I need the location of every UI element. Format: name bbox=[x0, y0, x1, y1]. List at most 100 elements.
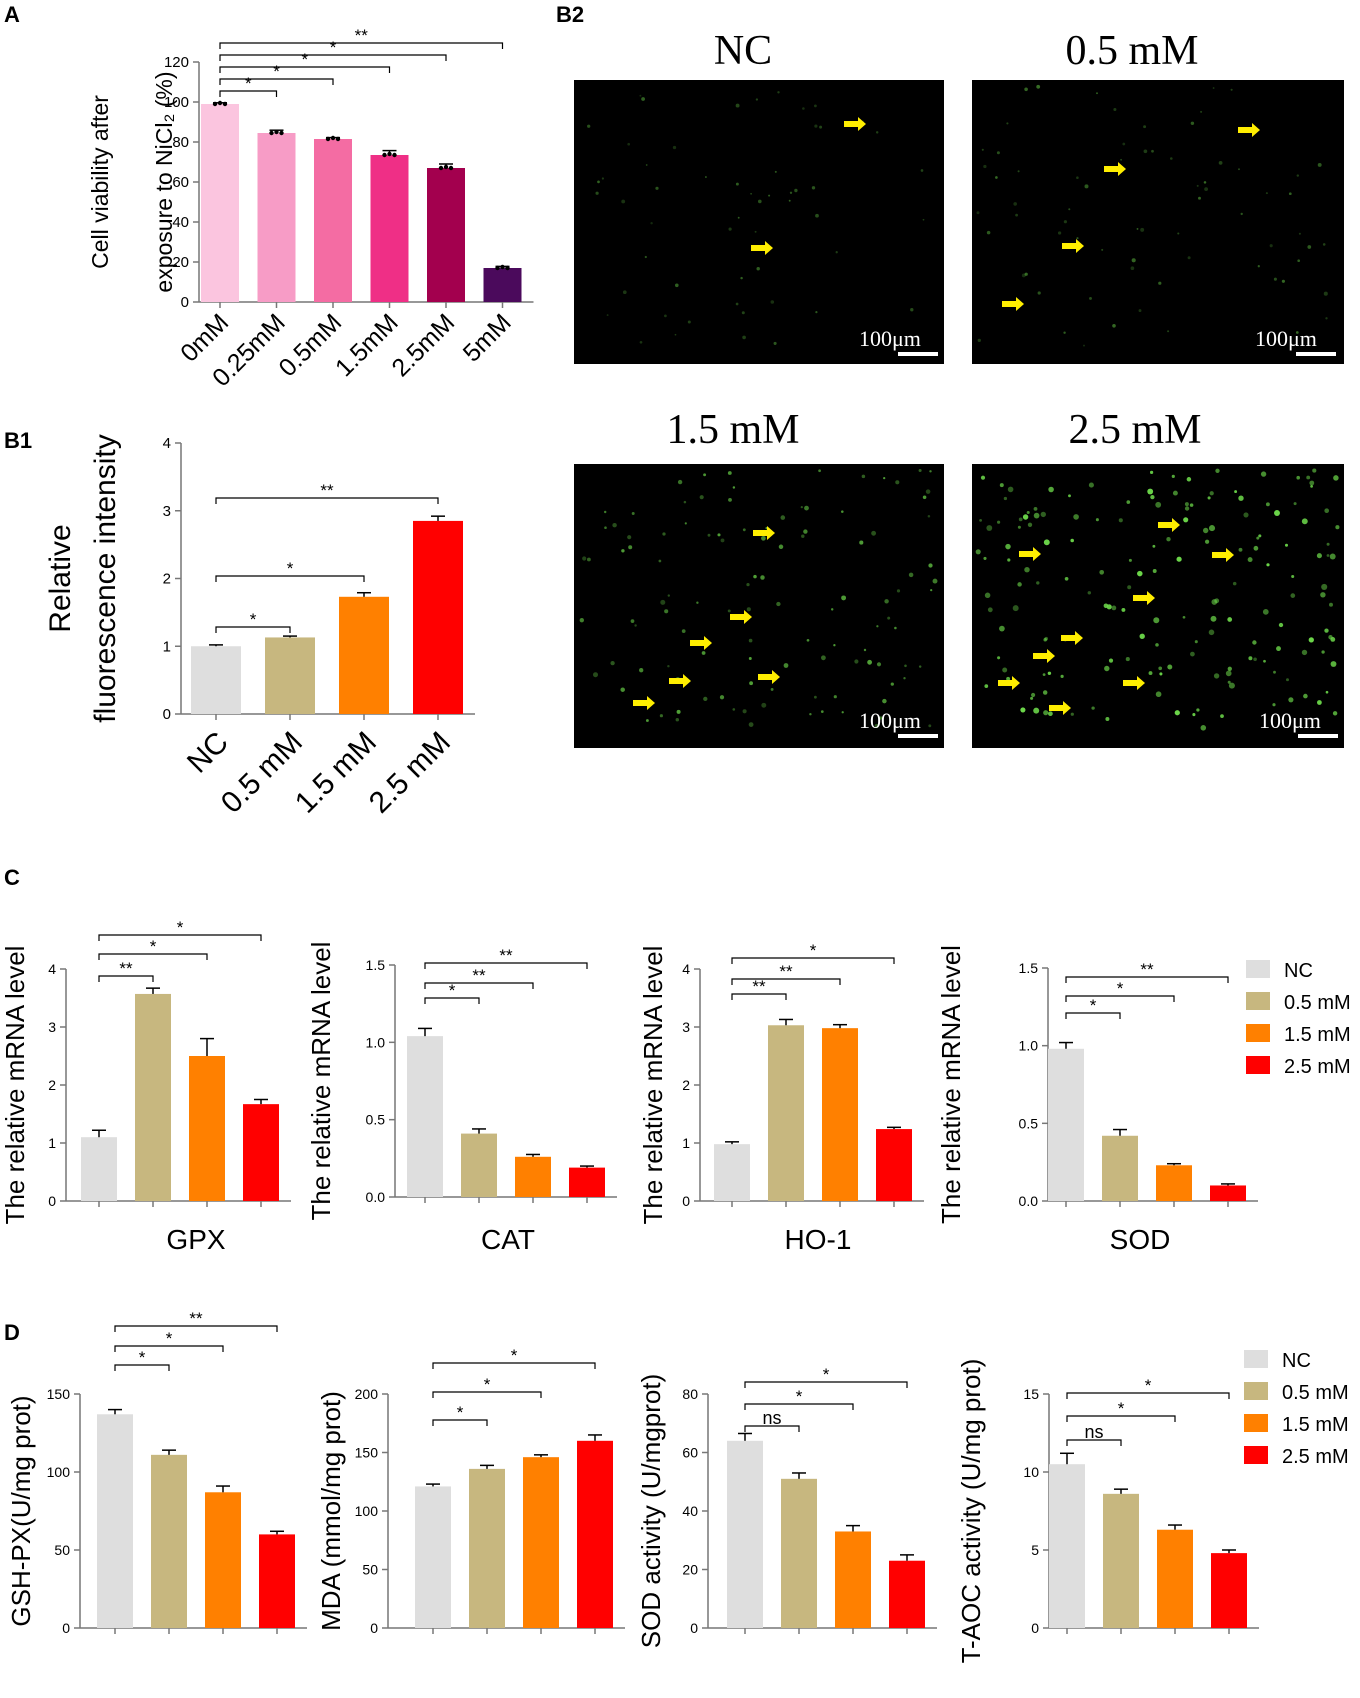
fluorescent-cell bbox=[737, 216, 740, 219]
fluorescent-cell bbox=[1167, 664, 1173, 670]
fluorescent-cell bbox=[664, 609, 669, 614]
fluorescent-cell bbox=[742, 709, 747, 714]
fluorescent-cell bbox=[1005, 543, 1011, 550]
fluorescent-cell bbox=[1240, 212, 1243, 216]
y-tick-label: 0 bbox=[370, 1620, 378, 1636]
bar-1.5mm bbox=[835, 1531, 871, 1628]
fluorescent-cell bbox=[1087, 591, 1092, 595]
bar-2.5mm bbox=[1211, 1553, 1247, 1628]
y-axis-label: The relative mRNA level bbox=[306, 942, 336, 1221]
bar-1.5mm bbox=[189, 1056, 225, 1201]
fluorescent-cell bbox=[1301, 649, 1308, 656]
fluorescent-cell bbox=[1012, 605, 1019, 612]
significance-label: ** bbox=[189, 1309, 203, 1328]
significance-label: * bbox=[330, 38, 337, 57]
fluorescent-cell bbox=[811, 186, 816, 190]
micrograph-title-nc: NC bbox=[714, 28, 772, 74]
fluorescent-cell bbox=[1128, 558, 1132, 562]
scale-bar bbox=[898, 352, 938, 356]
arrow-icon bbox=[1158, 518, 1180, 532]
y-tick-label: 0.0 bbox=[366, 1189, 386, 1205]
fluorescent-cell bbox=[707, 533, 711, 537]
y-tick-label: 120 bbox=[164, 54, 189, 71]
bar-2.5mm bbox=[577, 1440, 613, 1628]
chart-c2: 0.00.51.01.5*****The relative mRNA level… bbox=[306, 942, 617, 1255]
fluorescent-cell bbox=[746, 607, 751, 612]
fluorescent-cell bbox=[818, 469, 821, 473]
fluorescent-cell bbox=[1325, 317, 1328, 320]
fluorescent-cell bbox=[1022, 514, 1029, 520]
panel-label-d: D bbox=[4, 1320, 20, 1345]
fluorescent-cell bbox=[741, 311, 745, 315]
fluorescent-cell bbox=[1113, 107, 1117, 112]
arrow-icon bbox=[1061, 631, 1083, 645]
fluorescent-cell bbox=[1189, 503, 1194, 507]
fluorescent-cell bbox=[814, 104, 817, 108]
y-tick-label: 0 bbox=[163, 706, 171, 723]
fluorescent-cell bbox=[1042, 690, 1048, 695]
fluorescent-cell bbox=[756, 266, 760, 271]
bar-nc bbox=[407, 1036, 443, 1197]
significance-bracket bbox=[114, 1364, 170, 1371]
significance-bracket bbox=[424, 982, 534, 989]
micrograph-background bbox=[972, 464, 1344, 748]
fluorescent-cell bbox=[1228, 682, 1235, 689]
fluorescent-cell bbox=[1243, 512, 1249, 518]
bar-nc bbox=[191, 646, 241, 714]
fluorescent-cell bbox=[1017, 582, 1022, 587]
fluorescent-cell bbox=[996, 151, 1000, 155]
fluorescent-cell bbox=[1033, 512, 1040, 519]
fluorescent-cell bbox=[757, 199, 762, 204]
bar-0mm bbox=[201, 104, 239, 302]
significance-label: ** bbox=[752, 977, 766, 996]
fluorescent-cell bbox=[890, 682, 894, 686]
fluorescent-cell bbox=[1316, 553, 1322, 559]
significance-label: ** bbox=[320, 481, 334, 500]
fluorescent-cell bbox=[874, 723, 879, 729]
fluorescent-cell bbox=[777, 91, 780, 94]
fluorescent-cell bbox=[803, 529, 808, 534]
fluorescent-cell bbox=[1121, 607, 1126, 612]
fluorescent-cell bbox=[1284, 543, 1289, 547]
fluorescent-cell bbox=[753, 574, 757, 579]
arrow-icon bbox=[690, 636, 712, 650]
fluorescent-cell bbox=[1257, 265, 1260, 268]
fluorescent-cell bbox=[1007, 558, 1011, 562]
fluorescent-cell bbox=[1101, 248, 1104, 251]
fluorescent-cell bbox=[1194, 640, 1198, 644]
y-tick-label: 40 bbox=[172, 214, 189, 231]
fluorescent-cell bbox=[1190, 651, 1195, 657]
micrograph-0.5mm: 100μm bbox=[972, 80, 1344, 364]
fluorescent-cell bbox=[879, 716, 883, 720]
significance-label: * bbox=[1117, 979, 1124, 998]
significance-label: * bbox=[166, 1329, 173, 1348]
fluorescent-cell bbox=[735, 103, 740, 108]
arrow-icon bbox=[1123, 676, 1145, 690]
fluorescent-cell bbox=[1190, 121, 1195, 126]
y-axis-label: Relative bbox=[44, 524, 77, 632]
arrow-icon bbox=[1212, 548, 1234, 562]
fluorescent-cell bbox=[981, 148, 984, 151]
bar-0.5mm bbox=[1103, 1493, 1139, 1628]
y-tick-label: 0.5 bbox=[366, 1112, 386, 1128]
fluorescent-cell bbox=[977, 338, 981, 343]
fluorescent-cell bbox=[1060, 674, 1064, 679]
fluorescent-cell bbox=[809, 712, 812, 716]
fluorescent-cell bbox=[997, 520, 1001, 524]
fluorescent-cell bbox=[1048, 711, 1053, 717]
fluorescent-cell bbox=[1204, 187, 1209, 192]
y-axis-label: SOD activity (U/mgprot) bbox=[636, 1374, 666, 1649]
scale-bar-label: 100μm bbox=[859, 326, 921, 351]
significance-bracket bbox=[1065, 976, 1229, 983]
legend-swatch-1.5mm bbox=[1244, 1414, 1268, 1432]
fluorescent-cell bbox=[604, 526, 607, 529]
fluorescent-cell bbox=[833, 644, 836, 647]
y-tick-label: 0 bbox=[62, 1620, 70, 1636]
scale-bar-label: 100μm bbox=[859, 708, 921, 733]
scale-bar bbox=[1298, 734, 1338, 738]
bar-nc bbox=[714, 1144, 750, 1201]
fluorescent-cell bbox=[1317, 700, 1322, 705]
fluorescent-cell bbox=[587, 124, 591, 128]
fluorescent-cell bbox=[683, 500, 687, 504]
fluorescent-cell bbox=[1148, 671, 1153, 676]
